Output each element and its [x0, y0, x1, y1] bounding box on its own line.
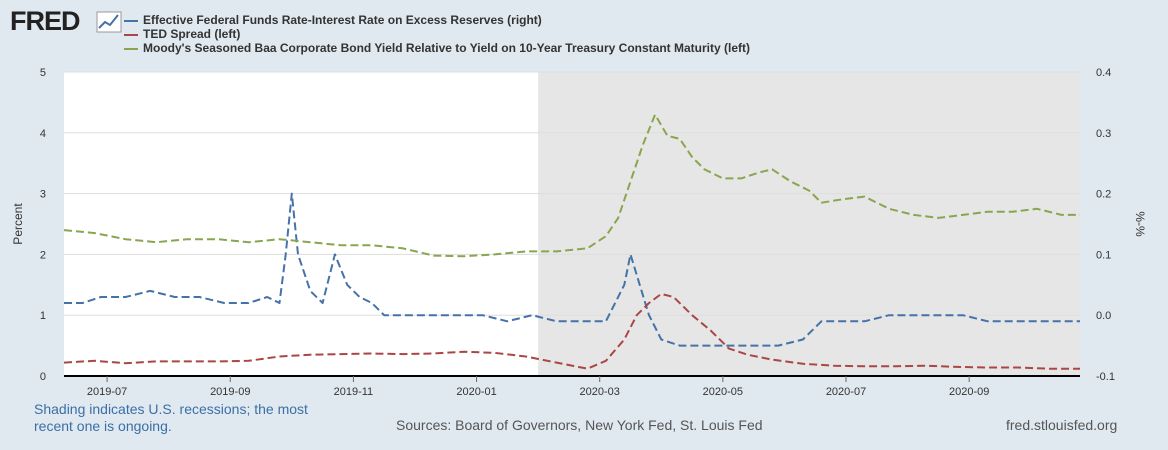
y-left-tick-label: 4: [40, 128, 46, 140]
y-left-tick-label: 2: [40, 249, 46, 261]
x-tick-label: 2020-03: [580, 386, 620, 398]
site-link[interactable]: fred.stlouisfed.org: [1006, 417, 1118, 433]
y-right-tick-label: 0.2: [1096, 189, 1111, 201]
y-right-axis-title: %-%: [1133, 211, 1147, 237]
fred-logo-graph-icon: [96, 11, 122, 33]
legend-swatch: [124, 47, 138, 50]
y-left-axis-title: Percent: [11, 203, 25, 245]
y-right-tick-label: 0.0: [1096, 310, 1111, 322]
x-tick-label: 2019-09: [210, 386, 250, 398]
legend-swatch: [124, 19, 138, 22]
x-tick-label: 2019-07: [87, 386, 127, 398]
y-left-tick-label: 1: [40, 310, 46, 322]
legend-item-effr-ioer: Effective Federal Funds Rate-Interest Ra…: [124, 13, 542, 27]
legend-swatch: [124, 33, 138, 36]
y-left-tick-label: 5: [40, 67, 46, 79]
y-left-tick-label: 0: [40, 371, 46, 383]
fred-logo[interactable]: FRED: [10, 6, 122, 37]
sources-note: Sources: Board of Governors, New York Fe…: [396, 417, 763, 433]
y-right-tick-label: -0.1: [1096, 371, 1115, 383]
recession-shading-note: Shading indicates U.S. recessions; the m…: [34, 401, 308, 434]
recession-shading: [538, 72, 1080, 376]
baa-spread-series-line: [63, 113, 1080, 258]
x-tick-label: 2020-05: [703, 386, 743, 398]
y-right-tick-label: 0.4: [1096, 67, 1111, 79]
y-right-tick-label: 0.3: [1096, 128, 1111, 140]
ted-spread-series-line: [63, 292, 1080, 370]
x-tick-label: 2020-09: [949, 386, 989, 398]
y-left-tick-label: 3: [40, 189, 46, 201]
x-tick-label: 2020-07: [826, 386, 866, 398]
x-tick-label: 2019-11: [334, 386, 374, 398]
y-right-tick-label: 0.1: [1096, 249, 1111, 261]
legend-item-ted-spread: TED Spread (left): [124, 27, 240, 41]
legend-item-baa-spread: Moody's Seasoned Baa Corporate Bond Yiel…: [124, 41, 750, 55]
x-tick-label: 2020-01: [456, 386, 496, 398]
